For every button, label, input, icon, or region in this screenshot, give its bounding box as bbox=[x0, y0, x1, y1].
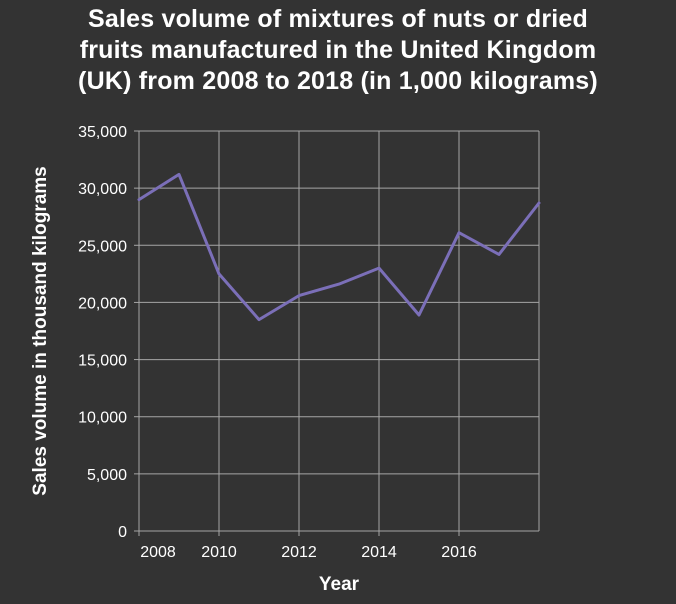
chart-title: Sales volume of mixtures of nuts or drie… bbox=[0, 4, 676, 97]
x-tick-label: 2016 bbox=[441, 544, 477, 561]
x-gridlines bbox=[138, 131, 540, 531]
y-axis-tick-labels: 0 5,000 10,000 15,000 20,000 25,000 30,000 35,0… bbox=[78, 124, 127, 541]
x-axis-ticks bbox=[138, 531, 460, 536]
y-axis-ticks bbox=[134, 130, 139, 532]
x-tick-label: 2014 bbox=[361, 544, 397, 561]
x-axis-tick-labels: 2008 2010 2012 2014 2016 bbox=[140, 544, 477, 561]
y-tick-label: 5,000 bbox=[87, 467, 127, 484]
y-tick-label: 10,000 bbox=[78, 410, 127, 427]
y-axis-label: Sales volume in thousand kilograms bbox=[30, 166, 51, 495]
x-axis-label: Year bbox=[319, 574, 360, 595]
y-tick-label: 35,000 bbox=[78, 124, 127, 141]
chart-title-line-1: Sales volume of mixtures of nuts or drie… bbox=[88, 5, 588, 33]
x-tick-label: 2008 bbox=[140, 544, 176, 561]
series-line bbox=[137, 172, 541, 322]
y-tick-label: 30,000 bbox=[78, 181, 127, 198]
chart-title-line-2: fruits manufactured in the United Kingdo… bbox=[79, 36, 597, 64]
y-gridlines bbox=[139, 130, 539, 532]
x-tick-label: 2010 bbox=[201, 544, 237, 561]
series-group bbox=[137, 172, 541, 322]
x-tick-label: 2012 bbox=[281, 544, 317, 561]
y-tick-label: 15,000 bbox=[78, 353, 127, 370]
y-tick-label: 0 bbox=[118, 524, 127, 541]
chart-title-line-3: (UK) from 2008 to 2018 (in 1,000 kilogra… bbox=[78, 67, 598, 95]
y-tick-label: 25,000 bbox=[78, 238, 127, 255]
y-tick-label: 20,000 bbox=[78, 295, 127, 312]
